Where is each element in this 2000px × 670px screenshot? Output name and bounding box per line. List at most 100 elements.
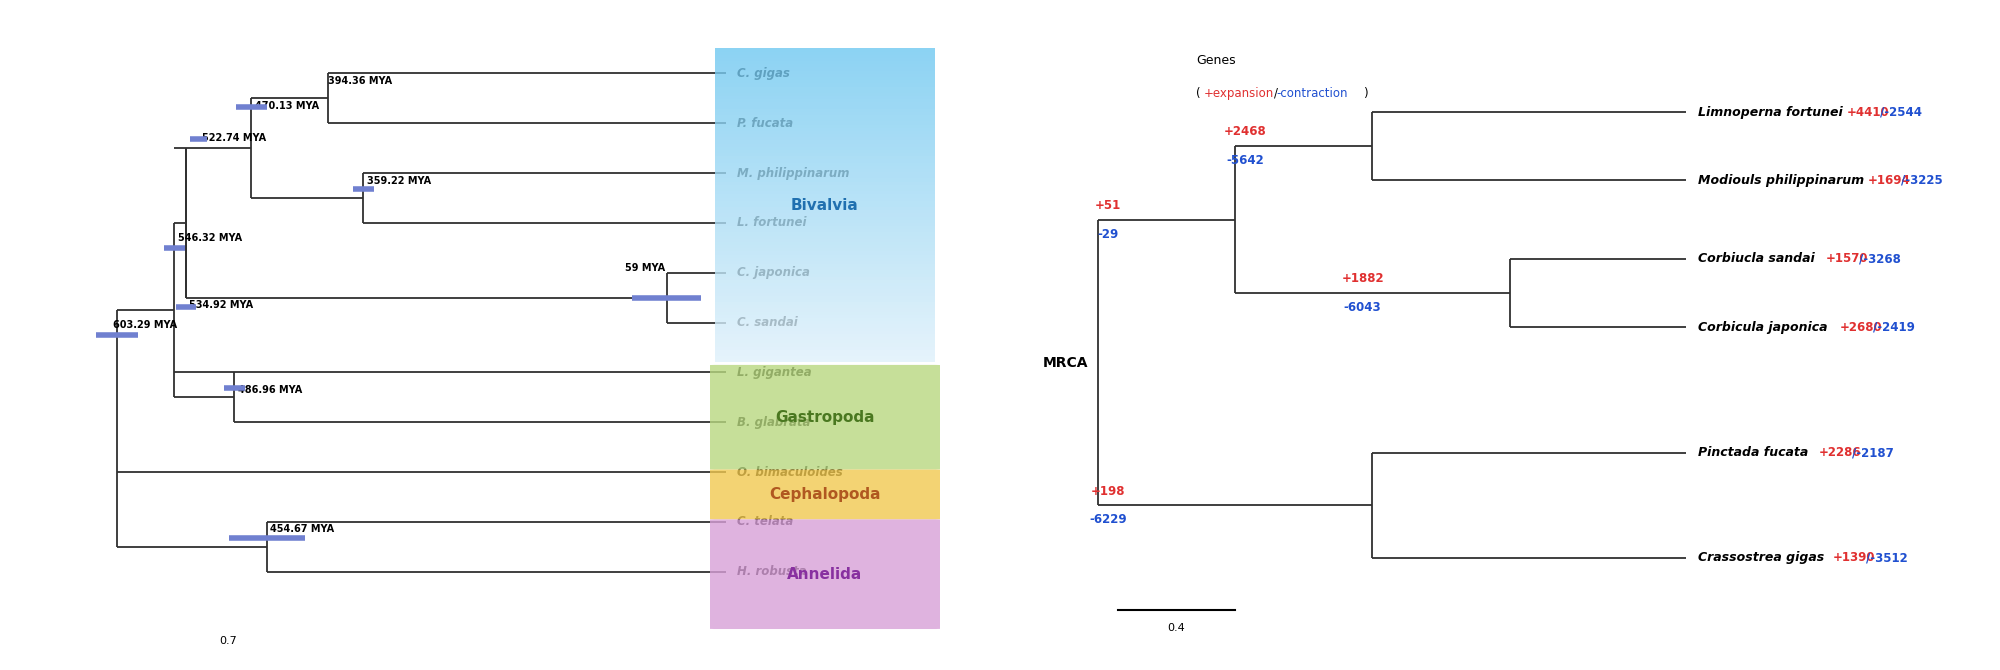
Bar bbox=[714, 143, 936, 147]
Bar bbox=[714, 328, 936, 331]
Bar bbox=[714, 299, 936, 302]
Bar bbox=[714, 103, 936, 106]
Bar bbox=[714, 201, 936, 204]
Text: /: / bbox=[1274, 87, 1278, 100]
Bar bbox=[714, 58, 936, 61]
Text: Gastropoda: Gastropoda bbox=[776, 410, 874, 425]
Bar bbox=[714, 80, 936, 83]
Bar bbox=[714, 188, 936, 191]
Text: /-3225: /-3225 bbox=[1902, 174, 1942, 187]
Bar bbox=[714, 277, 936, 280]
Bar bbox=[714, 118, 936, 121]
Bar bbox=[714, 344, 936, 346]
Text: M. philippinarum: M. philippinarum bbox=[736, 167, 850, 180]
Text: B. glabrata: B. glabrata bbox=[736, 415, 810, 429]
Bar bbox=[714, 204, 936, 207]
Text: +1882: +1882 bbox=[1342, 272, 1384, 285]
Text: +1390: +1390 bbox=[1832, 551, 1874, 564]
Bar bbox=[714, 159, 936, 163]
Bar bbox=[714, 261, 936, 264]
Bar bbox=[714, 331, 936, 334]
Bar bbox=[714, 255, 936, 258]
Text: C. gigas: C. gigas bbox=[736, 67, 790, 80]
Text: ): ) bbox=[1362, 87, 1368, 100]
Bar bbox=[714, 169, 936, 172]
Text: 470.13 MYA: 470.13 MYA bbox=[254, 100, 318, 111]
Bar bbox=[714, 96, 936, 99]
Bar bbox=[714, 198, 936, 201]
Bar bbox=[714, 134, 936, 137]
Bar bbox=[714, 153, 936, 156]
Bar bbox=[714, 141, 936, 143]
Bar bbox=[714, 359, 936, 362]
Bar bbox=[714, 258, 936, 261]
Bar bbox=[714, 194, 936, 198]
Bar bbox=[714, 172, 936, 176]
Text: Cephalopoda: Cephalopoda bbox=[770, 487, 880, 502]
Text: 0.7: 0.7 bbox=[220, 636, 236, 647]
Bar bbox=[714, 273, 936, 277]
Bar bbox=[714, 210, 936, 213]
Bar bbox=[714, 150, 936, 153]
Bar bbox=[714, 346, 936, 350]
Bar bbox=[714, 340, 936, 344]
Text: 394.36 MYA: 394.36 MYA bbox=[328, 76, 392, 86]
Text: C. telata: C. telata bbox=[736, 515, 792, 529]
Bar bbox=[714, 293, 936, 296]
Bar bbox=[714, 308, 936, 312]
Text: +51: +51 bbox=[1094, 199, 1120, 212]
Bar bbox=[714, 70, 936, 74]
Text: Pinctada fucata: Pinctada fucata bbox=[1698, 446, 1808, 460]
Text: 59 MYA: 59 MYA bbox=[626, 263, 666, 273]
Bar bbox=[714, 48, 936, 52]
Text: C. japonica: C. japonica bbox=[736, 266, 810, 279]
Bar bbox=[714, 312, 936, 315]
Bar bbox=[714, 147, 936, 150]
Bar bbox=[714, 185, 936, 188]
Bar bbox=[714, 90, 936, 93]
Bar bbox=[714, 207, 936, 210]
Bar bbox=[714, 334, 936, 337]
Bar bbox=[714, 86, 936, 90]
Bar bbox=[714, 93, 936, 96]
Bar bbox=[714, 251, 936, 255]
Text: 603.29 MYA: 603.29 MYA bbox=[114, 320, 178, 330]
Bar bbox=[714, 321, 936, 324]
Bar bbox=[714, 83, 936, 86]
Text: -6043: -6043 bbox=[1344, 301, 1382, 314]
Bar bbox=[714, 112, 936, 115]
Text: Modiouls philippinarum: Modiouls philippinarum bbox=[1698, 174, 1864, 187]
Bar bbox=[714, 121, 936, 125]
Text: 359.22 MYA: 359.22 MYA bbox=[366, 176, 430, 186]
Bar bbox=[714, 68, 936, 70]
Bar bbox=[714, 99, 936, 103]
Text: MRCA: MRCA bbox=[1042, 356, 1088, 370]
Text: +expansion: +expansion bbox=[1204, 87, 1274, 100]
Text: 486.96 MYA: 486.96 MYA bbox=[238, 385, 302, 395]
Text: 534.92 MYA: 534.92 MYA bbox=[190, 300, 254, 310]
Bar bbox=[714, 242, 936, 245]
Text: +2468: +2468 bbox=[1224, 125, 1266, 139]
Bar bbox=[714, 353, 936, 356]
Bar bbox=[714, 182, 936, 185]
Bar bbox=[714, 226, 936, 229]
Bar bbox=[714, 165, 936, 169]
Bar bbox=[714, 74, 936, 77]
Bar bbox=[714, 125, 936, 128]
Bar bbox=[714, 52, 936, 55]
Text: Annelida: Annelida bbox=[788, 567, 862, 582]
Bar bbox=[714, 216, 936, 220]
Bar bbox=[714, 306, 936, 308]
Text: +1570: +1570 bbox=[1826, 253, 1868, 265]
Bar bbox=[714, 178, 936, 182]
Text: /-2544: /-2544 bbox=[1880, 106, 1922, 119]
Bar bbox=[714, 229, 936, 232]
Text: Corbicula japonica: Corbicula japonica bbox=[1698, 321, 1828, 334]
Bar bbox=[714, 239, 936, 242]
Text: -6229: -6229 bbox=[1088, 513, 1126, 526]
Text: Bivalvia: Bivalvia bbox=[792, 198, 858, 213]
Text: Genes: Genes bbox=[1196, 54, 1236, 68]
Text: L. fortunei: L. fortunei bbox=[736, 216, 806, 229]
Bar bbox=[714, 296, 936, 299]
Bar bbox=[714, 128, 936, 131]
